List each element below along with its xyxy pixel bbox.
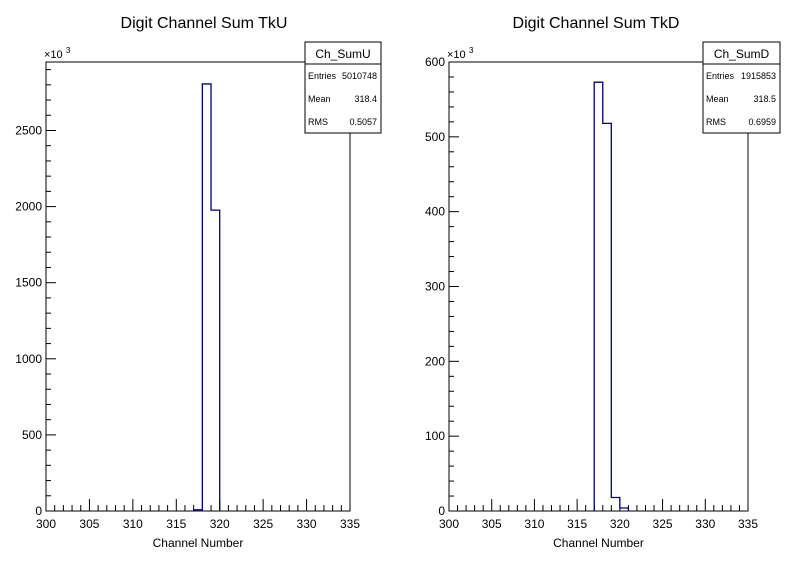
stats-row-value: 5010748 xyxy=(342,71,377,81)
histogram-bin xyxy=(202,84,211,511)
y-tick-label: 300 xyxy=(425,280,445,294)
y-tick-label: 400 xyxy=(425,205,445,219)
histogram-bin xyxy=(594,82,603,511)
chart-title: Digit Channel Sum TkU xyxy=(121,15,288,32)
stats-box xyxy=(702,41,781,134)
stats-row-value: 0.6959 xyxy=(748,117,776,127)
y-tick-label: 200 xyxy=(425,354,445,368)
histogram-bin xyxy=(603,123,612,511)
x-tick-label: 330 xyxy=(297,517,317,531)
histogram-outline xyxy=(193,83,221,511)
x-tick-label: 320 xyxy=(210,517,230,531)
stats-row-label: RMS xyxy=(706,117,726,127)
histogram-bin xyxy=(611,498,620,511)
plot-frame xyxy=(45,61,351,512)
stats-row-label: Entries xyxy=(706,71,735,81)
stats-box-name: Ch_SumU xyxy=(315,47,370,61)
x-tick-label: 335 xyxy=(738,517,758,531)
x-tick-label: 315 xyxy=(166,517,186,531)
x-tick-label: 310 xyxy=(524,517,544,531)
y-tick-label: 500 xyxy=(22,428,42,442)
y-tick-label: 0 xyxy=(438,504,445,518)
stats-box-name: Ch_SumD xyxy=(714,47,770,61)
stats-row-value: 0.5057 xyxy=(349,117,377,127)
x-tick-label: 310 xyxy=(123,517,143,531)
x-tick-label: 305 xyxy=(79,517,99,531)
x-axis-label: Channel Number xyxy=(153,536,244,550)
x-tick-label: 320 xyxy=(610,517,630,531)
chart-panel-tkd: Digit Channel Sum TkD 300 305 310 315 320 325 3… xyxy=(425,15,781,550)
y-tick-label: 1000 xyxy=(15,352,42,366)
stats-row-label: Entries xyxy=(308,71,337,81)
x-tick-label: 325 xyxy=(253,517,273,531)
y-tick-label: 0 xyxy=(35,504,42,518)
stats-row-value: 1915853 xyxy=(741,71,776,81)
y-multiplier-label: ×10 xyxy=(44,49,63,61)
stats-box xyxy=(304,41,382,134)
stats-row-value: 318.4 xyxy=(354,94,377,104)
x-tick-label: 335 xyxy=(340,517,360,531)
histogram-bin xyxy=(211,210,220,511)
chart-title: Digit Channel Sum TkD xyxy=(513,15,680,32)
y-multiplier-label: ×10 xyxy=(447,49,466,61)
y-tick-label: 100 xyxy=(425,429,445,443)
y-tick-label: 500 xyxy=(425,130,445,144)
x-tick-label: 315 xyxy=(567,517,587,531)
x-tick-label: 300 xyxy=(36,517,56,531)
y-tick-label: 600 xyxy=(425,55,445,69)
chart-panel-tku: Digit Channel Sum TkU 300 305 310 315 320 325 3… xyxy=(15,15,382,550)
y-tick-label: 2000 xyxy=(15,200,42,214)
x-tick-label: 330 xyxy=(695,517,715,531)
x-tick-label: 325 xyxy=(653,517,673,531)
stats-row-label: RMS xyxy=(308,117,328,127)
y-multiplier-exponent: 3 xyxy=(66,46,71,55)
y-tick-label: 2500 xyxy=(15,123,42,137)
x-tick-label: 305 xyxy=(482,517,502,531)
y-multiplier-exponent: 3 xyxy=(469,46,474,55)
x-axis-label: Channel Number xyxy=(553,536,644,550)
x-tick-label: 300 xyxy=(439,517,459,531)
stats-row-value: 318.5 xyxy=(753,94,776,104)
stats-row-label: Mean xyxy=(308,94,331,104)
stats-row-label: Mean xyxy=(706,94,729,104)
y-tick-label: 1500 xyxy=(15,276,42,290)
histogram-outline xyxy=(593,81,630,511)
